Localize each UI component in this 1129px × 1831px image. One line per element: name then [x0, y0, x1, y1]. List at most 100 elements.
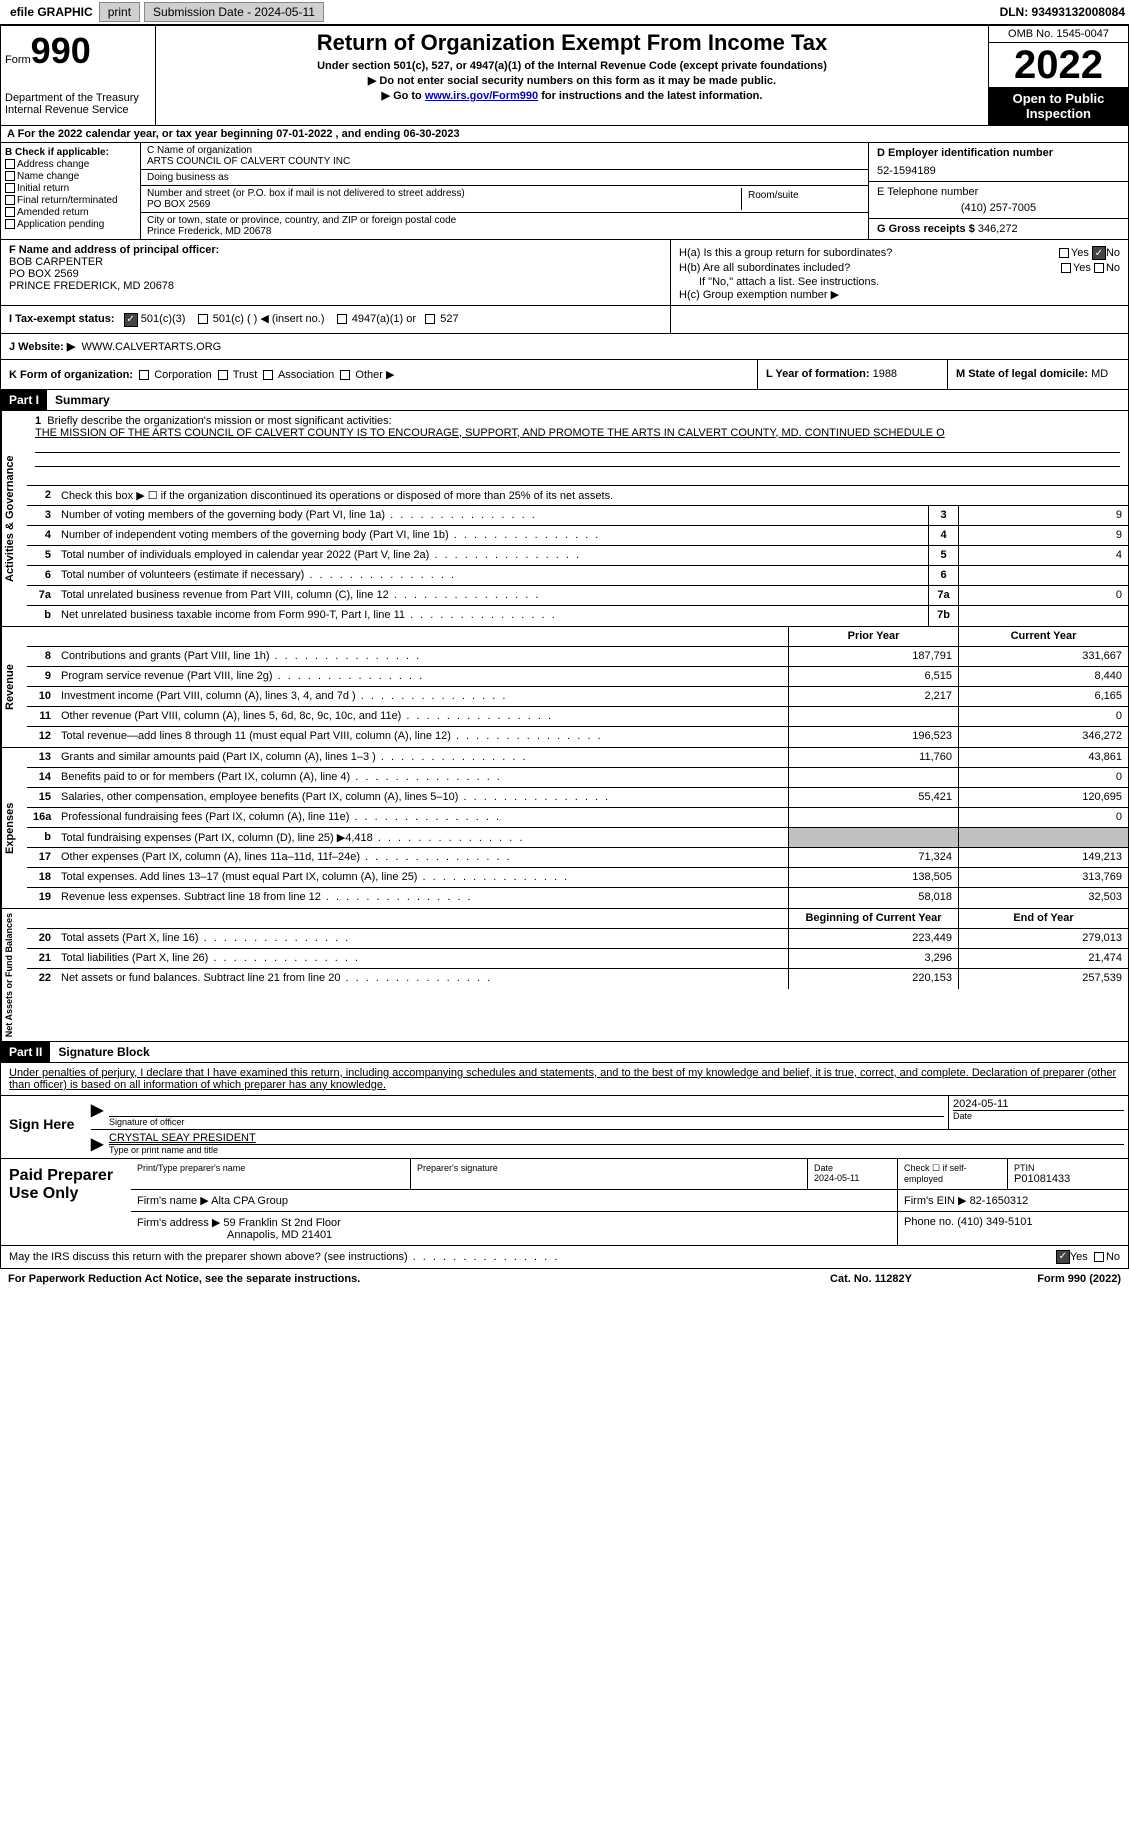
part2-header-row: Part II Signature Block [0, 1042, 1129, 1063]
form-word: Form [5, 54, 31, 66]
chk-final-return[interactable]: Final return/terminated [5, 195, 136, 206]
revenue-block: Revenue Prior Year Current Year 8Contrib… [0, 627, 1129, 748]
section-i: I Tax-exempt status: ✓ 501(c)(3) 501(c) … [0, 306, 1129, 334]
ha-yes[interactable] [1059, 248, 1069, 258]
hb-label: H(b) Are all subordinates included? [679, 262, 1061, 274]
chk-4947[interactable] [337, 314, 347, 324]
section-b-through-g: B Check if applicable: Address change Na… [0, 143, 1129, 240]
summary-line: bTotal fundraising expenses (Part IX, co… [27, 828, 1128, 848]
hc-label-inline: H(c) Group exemption number ▶ [679, 288, 1120, 301]
summary-line: 17Other expenses (Part IX, column (A), l… [27, 848, 1128, 868]
ptin-value: P01081433 [1014, 1173, 1122, 1185]
chk-name-change[interactable]: Name change [5, 171, 136, 182]
vtab-governance: Activities & Governance [1, 411, 27, 626]
dln-label: DLN: 93493132008084 [1000, 5, 1125, 19]
activities-governance-block: Activities & Governance 1 Briefly descri… [0, 411, 1129, 627]
self-employed-check[interactable]: Check ☐ if self-employed [898, 1159, 1008, 1189]
paid-preparer-label: Paid Preparer Use Only [1, 1159, 131, 1245]
dept-label: Department of the Treasury Internal Reve… [5, 92, 151, 116]
vtab-revenue: Revenue [1, 627, 27, 747]
part1-header-row: Part I Summary [0, 390, 1129, 411]
vtab-expenses: Expenses [1, 748, 27, 908]
officer-city: PRINCE FREDERICK, MD 20678 [9, 280, 662, 292]
phone-label: E Telephone number [877, 186, 1120, 198]
may-irs-discuss-row: May the IRS discuss this return with the… [0, 1246, 1129, 1269]
summary-line: 10Investment income (Part VIII, column (… [27, 687, 1128, 707]
chk-527[interactable] [425, 314, 435, 324]
instruction-1: ▶ Do not enter social security numbers o… [160, 74, 984, 87]
officer-name: BOB CARPENTER [9, 256, 662, 268]
year-formation: 1988 [873, 368, 897, 380]
street-label: Number and street (or P.O. box if mail i… [147, 188, 741, 199]
chk-assoc[interactable] [263, 370, 273, 380]
sig-officer-label: Signature of officer [109, 1116, 944, 1127]
hb-no[interactable] [1094, 263, 1104, 273]
irs-link[interactable]: www.irs.gov/Form990 [425, 90, 538, 102]
sign-here-block: Sign Here ▶ Signature of officer 2024-05… [0, 1096, 1129, 1159]
summary-line: 7aTotal unrelated business revenue from … [27, 586, 1128, 606]
summary-line: 4Number of independent voting members of… [27, 526, 1128, 546]
ha-label: H(a) Is this a group return for subordin… [679, 247, 1059, 259]
sign-here-label: Sign Here [1, 1096, 91, 1158]
hb-note: If "No," attach a list. See instructions… [699, 276, 1120, 288]
chk-other[interactable] [340, 370, 350, 380]
chk-corp[interactable] [139, 370, 149, 380]
ha-no[interactable]: ✓ [1092, 246, 1106, 260]
mission-text: THE MISSION OF THE ARTS COUNCIL OF CALVE… [35, 427, 1120, 439]
chk-501c3[interactable]: ✓ [124, 313, 138, 327]
instruction-2: ▶ Go to www.irs.gov/Form990 for instruct… [160, 89, 984, 102]
chk-address-change[interactable]: Address change [5, 159, 136, 170]
footer: For Paperwork Reduction Act Notice, see … [0, 1269, 1129, 1289]
ein-label: D Employer identification number [877, 147, 1120, 159]
city-label: City or town, state or province, country… [147, 215, 862, 226]
f-label: F Name and address of principal officer: [9, 244, 662, 256]
room-suite-label: Room/suite [742, 188, 862, 210]
discuss-no[interactable] [1094, 1252, 1104, 1262]
firm-addr2: Annapolis, MD 21401 [227, 1229, 332, 1241]
discuss-yes[interactable]: ✓ [1056, 1250, 1070, 1264]
summary-line: bNet unrelated business taxable income f… [27, 606, 1128, 626]
prep-date: 2024-05-11 [814, 1173, 859, 1183]
arrow-icon: ▶ [91, 1096, 105, 1129]
city-value: Prince Frederick, MD 20678 [147, 226, 862, 237]
omb-number: OMB No. 1545-0047 [989, 26, 1128, 43]
summary-line: 20Total assets (Part X, line 16)223,4492… [27, 929, 1128, 949]
summary-line: 12Total revenue—add lines 8 through 11 (… [27, 727, 1128, 747]
website-value: WWW.CALVERTARTS.ORG [81, 341, 221, 353]
prior-year-header: Prior Year [788, 627, 958, 646]
boy-header: Beginning of Current Year [788, 909, 958, 928]
submission-date-button[interactable]: Submission Date - 2024-05-11 [144, 2, 324, 22]
summary-line: 3Number of voting members of the governi… [27, 506, 1128, 526]
chk-amended-return[interactable]: Amended return [5, 207, 136, 218]
gross-value: 346,272 [978, 223, 1018, 235]
arrow-icon: ▶ [91, 1130, 105, 1158]
summary-line: 18Total expenses. Add lines 13–17 (must … [27, 868, 1128, 888]
chk-trust[interactable] [218, 370, 228, 380]
penalty-statement: Under penalties of perjury, I declare th… [0, 1063, 1129, 1096]
chk-501c[interactable] [198, 314, 208, 324]
officer-name-title: CRYSTAL SEAY PRESIDENT [109, 1132, 1124, 1144]
i-label: I Tax-exempt status: [9, 313, 115, 325]
form-footer: Form 990 (2022) [971, 1273, 1121, 1285]
sig-date-value: 2024-05-11 [953, 1098, 1124, 1110]
prep-phone: (410) 349-5101 [957, 1216, 1032, 1228]
state-domicile: MD [1091, 368, 1108, 380]
paperwork-notice: For Paperwork Reduction Act Notice, see … [8, 1273, 771, 1285]
current-year-header: Current Year [958, 627, 1128, 646]
chk-application-pending[interactable]: Application pending [5, 219, 136, 230]
net-assets-block: Net Assets or Fund Balances Beginning of… [0, 909, 1129, 1042]
summary-line: 2Check this box ▶ ☐ if the organization … [27, 486, 1128, 506]
summary-line: 15Salaries, other compensation, employee… [27, 788, 1128, 808]
org-name: ARTS COUNCIL OF CALVERT COUNTY INC [147, 156, 862, 167]
vtab-net-assets: Net Assets or Fund Balances [1, 909, 27, 1041]
street-value: PO BOX 2569 [147, 199, 741, 210]
hb-yes[interactable] [1061, 263, 1071, 273]
tax-year: 2022 [989, 43, 1128, 87]
row-k-form-org: K Form of organization: Corporation Trus… [0, 360, 1129, 390]
chk-initial-return[interactable]: Initial return [5, 183, 136, 194]
dba-label: Doing business as [147, 172, 862, 183]
summary-line: 13Grants and similar amounts paid (Part … [27, 748, 1128, 768]
form-subtitle: Under section 501(c), 527, or 4947(a)(1)… [160, 60, 984, 72]
print-button[interactable]: print [99, 2, 140, 22]
firm-name: Alta CPA Group [211, 1195, 288, 1207]
